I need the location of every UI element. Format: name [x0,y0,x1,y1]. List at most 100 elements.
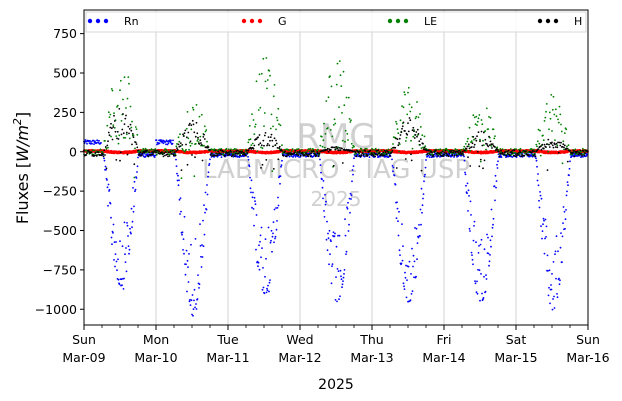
data-point [186,163,189,166]
data-point [352,165,355,168]
data-point [476,280,478,283]
data-point [512,149,514,152]
data-point [428,149,430,152]
data-point [551,141,553,144]
data-point [366,154,369,157]
data-point [339,74,342,77]
data-point [264,238,267,241]
data-point [544,116,547,119]
data-point [423,146,426,149]
data-point [176,147,178,150]
data-point [130,232,132,235]
data-point [474,123,477,126]
data-point [131,133,134,135]
data-point [322,197,324,200]
data-point [227,148,230,151]
legend-marker [545,18,551,24]
data-point [113,112,115,115]
data-point [270,133,273,136]
data-point [251,206,253,209]
data-point [269,139,271,142]
legend-item-rn: Rn [87,15,139,28]
data-point [284,148,286,151]
data-point [396,201,398,204]
data-point [251,196,254,199]
data-point [105,147,108,150]
data-point [258,73,261,76]
data-point [477,252,480,254]
data-point [374,155,376,158]
data-point [551,108,554,111]
data-point [201,244,203,246]
data-point [315,154,318,157]
data-point [249,176,251,179]
data-point [410,153,412,156]
data-point [288,152,291,155]
data-point [113,120,116,122]
data-point [405,296,408,299]
data-point [255,248,257,251]
data-point [314,153,316,156]
data-point [190,124,193,127]
data-point [204,211,206,214]
data-point [365,153,368,156]
data-point [443,153,445,156]
data-point [278,123,280,125]
data-point [84,139,87,141]
data-point [554,108,557,111]
data-point [273,241,275,244]
data-point [231,152,234,155]
data-point [560,123,562,126]
data-point [152,153,154,156]
data-point [507,149,510,152]
data-point [484,290,487,293]
data-point [407,86,410,89]
data-point [290,149,293,152]
data-point [420,147,423,150]
data-point [226,152,229,154]
data-point [225,147,228,150]
data-point [327,232,329,235]
data-point [187,266,189,268]
data-point [493,185,496,188]
data-point [383,154,385,157]
data-point [479,140,481,143]
data-point [373,153,376,156]
data-point [468,147,471,150]
data-point [335,83,338,86]
watermark-text: LABMICRO - IAG USP [202,155,470,185]
data-point [134,147,136,150]
data-point [466,140,469,143]
data-point [455,154,458,157]
data-point [414,134,417,136]
data-point [158,142,161,145]
data-point [114,265,116,268]
data-point [247,141,250,144]
data-point [246,152,249,154]
data-point [254,125,256,128]
data-point [260,167,262,169]
data-point [485,148,487,151]
data-point [419,208,422,211]
data-point [577,153,580,156]
data-point [467,137,469,140]
data-point [491,235,493,238]
data-point [118,134,121,137]
data-point [177,174,179,177]
data-point [358,154,361,157]
data-point [205,208,208,211]
data-point [547,138,550,141]
data-point [503,153,505,156]
data-point [121,284,123,287]
data-point [339,149,342,152]
data-point [326,249,329,252]
data-point [251,142,254,145]
data-point [321,178,323,181]
data-point [190,128,193,131]
data-point [275,139,277,142]
data-point [569,160,571,163]
data-point [130,129,133,132]
data-point [125,107,127,109]
data-point [490,208,493,211]
data-point [471,258,474,261]
